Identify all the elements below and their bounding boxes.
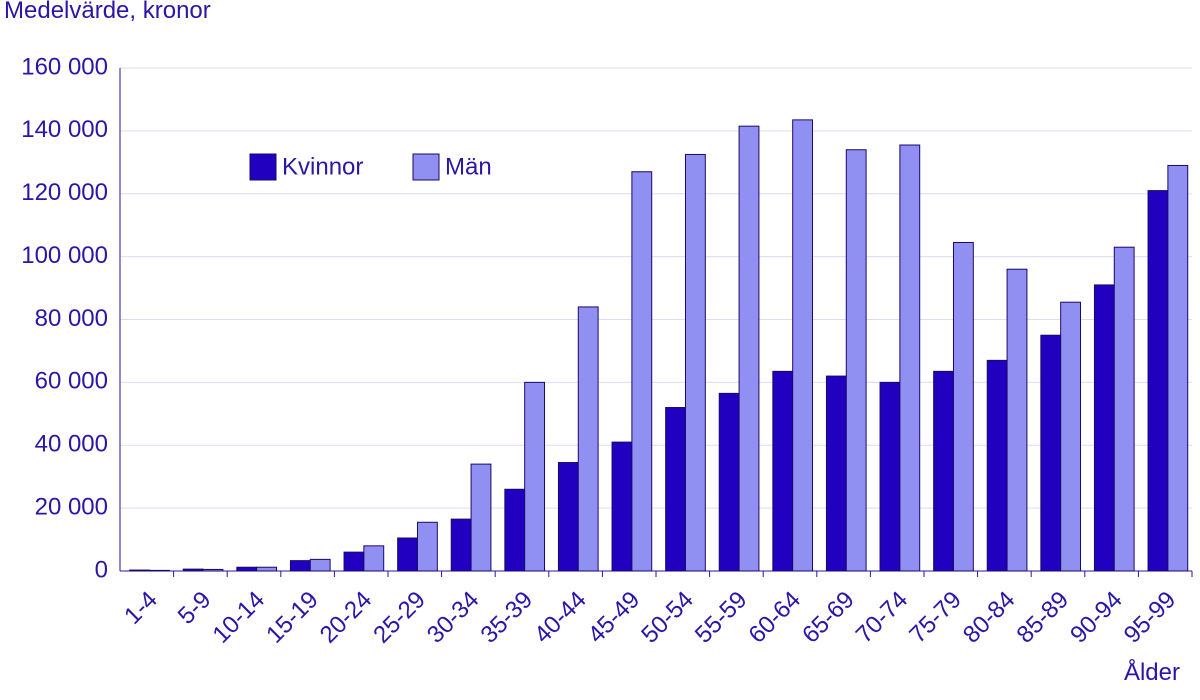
bar bbox=[684, 153, 706, 572]
bar bbox=[236, 566, 258, 572]
bar bbox=[1147, 190, 1169, 572]
y-axis-title: Medelvärde, kronor bbox=[4, 0, 211, 24]
x-tick-label: 40-44 bbox=[529, 586, 592, 649]
bar bbox=[738, 125, 760, 572]
y-tick-label: 0 bbox=[95, 556, 108, 583]
bar bbox=[879, 381, 901, 572]
x-tick-label: 10-14 bbox=[208, 586, 271, 649]
bar bbox=[416, 521, 438, 572]
bar bbox=[343, 551, 365, 572]
bar bbox=[450, 518, 472, 572]
x-tick-label: 50-54 bbox=[636, 586, 699, 649]
y-tick-label: 60 000 bbox=[35, 368, 108, 395]
x-tick-label: 30-34 bbox=[422, 586, 485, 649]
y-tick-label: 20 000 bbox=[35, 493, 108, 520]
bar bbox=[309, 558, 331, 572]
bar bbox=[952, 241, 974, 572]
bar bbox=[1040, 334, 1062, 572]
y-tick-label: 160 000 bbox=[21, 53, 108, 80]
bar bbox=[504, 488, 526, 572]
x-tick-label: 1-4 bbox=[119, 586, 163, 630]
bar bbox=[363, 545, 385, 572]
bar bbox=[933, 370, 954, 572]
bar bbox=[129, 569, 150, 572]
x-tick-label: 70-74 bbox=[851, 586, 914, 649]
bar bbox=[202, 568, 224, 572]
bar bbox=[845, 149, 867, 572]
bar bbox=[148, 569, 170, 572]
bar bbox=[1060, 301, 1082, 572]
bar bbox=[611, 441, 633, 572]
legend-swatch bbox=[412, 153, 440, 181]
bar bbox=[986, 359, 1008, 572]
bar bbox=[182, 568, 204, 572]
bar bbox=[825, 375, 847, 572]
bar bbox=[524, 381, 546, 572]
x-tick-label: 5-9 bbox=[173, 586, 217, 630]
bar bbox=[1167, 164, 1189, 572]
bar bbox=[397, 537, 418, 572]
y-tick-label: 120 000 bbox=[21, 179, 108, 206]
x-axis-title: Ålder bbox=[1124, 658, 1180, 686]
bar bbox=[665, 407, 686, 572]
y-tick-label: 140 000 bbox=[21, 116, 108, 143]
y-tick-label: 80 000 bbox=[35, 305, 108, 332]
bar bbox=[631, 171, 653, 572]
x-tick-label: 15-19 bbox=[261, 586, 324, 649]
x-tick-label: 95-99 bbox=[1119, 586, 1182, 649]
bar bbox=[718, 392, 740, 572]
bar bbox=[470, 463, 492, 572]
bar bbox=[899, 144, 921, 572]
bar bbox=[792, 119, 814, 572]
bar bbox=[772, 370, 794, 572]
x-tick-label: 25-29 bbox=[368, 586, 431, 649]
x-tick-label: 75-79 bbox=[904, 586, 967, 649]
x-tick-label: 20-24 bbox=[315, 586, 378, 649]
y-tick-label: 100 000 bbox=[21, 242, 108, 269]
bar bbox=[577, 306, 599, 572]
x-tick-label: 45-49 bbox=[583, 586, 646, 649]
legend-label: Kvinnor bbox=[282, 153, 363, 180]
legend-label: Män bbox=[445, 153, 492, 180]
y-tick-label: 40 000 bbox=[35, 431, 108, 458]
x-tick-label: 35-39 bbox=[476, 586, 539, 649]
bar bbox=[1006, 268, 1028, 572]
legend-swatch bbox=[249, 153, 277, 181]
bar bbox=[256, 566, 278, 572]
bar bbox=[1113, 246, 1135, 572]
x-tick-label: 90-94 bbox=[1065, 586, 1128, 649]
x-tick-label: 55-59 bbox=[690, 586, 753, 649]
bar bbox=[289, 560, 311, 572]
x-tick-label: 80-84 bbox=[958, 586, 1021, 649]
x-tick-label: 65-69 bbox=[797, 586, 860, 649]
bar bbox=[557, 462, 579, 572]
bar bbox=[1093, 284, 1115, 572]
x-tick-label: 85-89 bbox=[1012, 586, 1075, 649]
x-tick-label: 60-64 bbox=[744, 586, 807, 649]
